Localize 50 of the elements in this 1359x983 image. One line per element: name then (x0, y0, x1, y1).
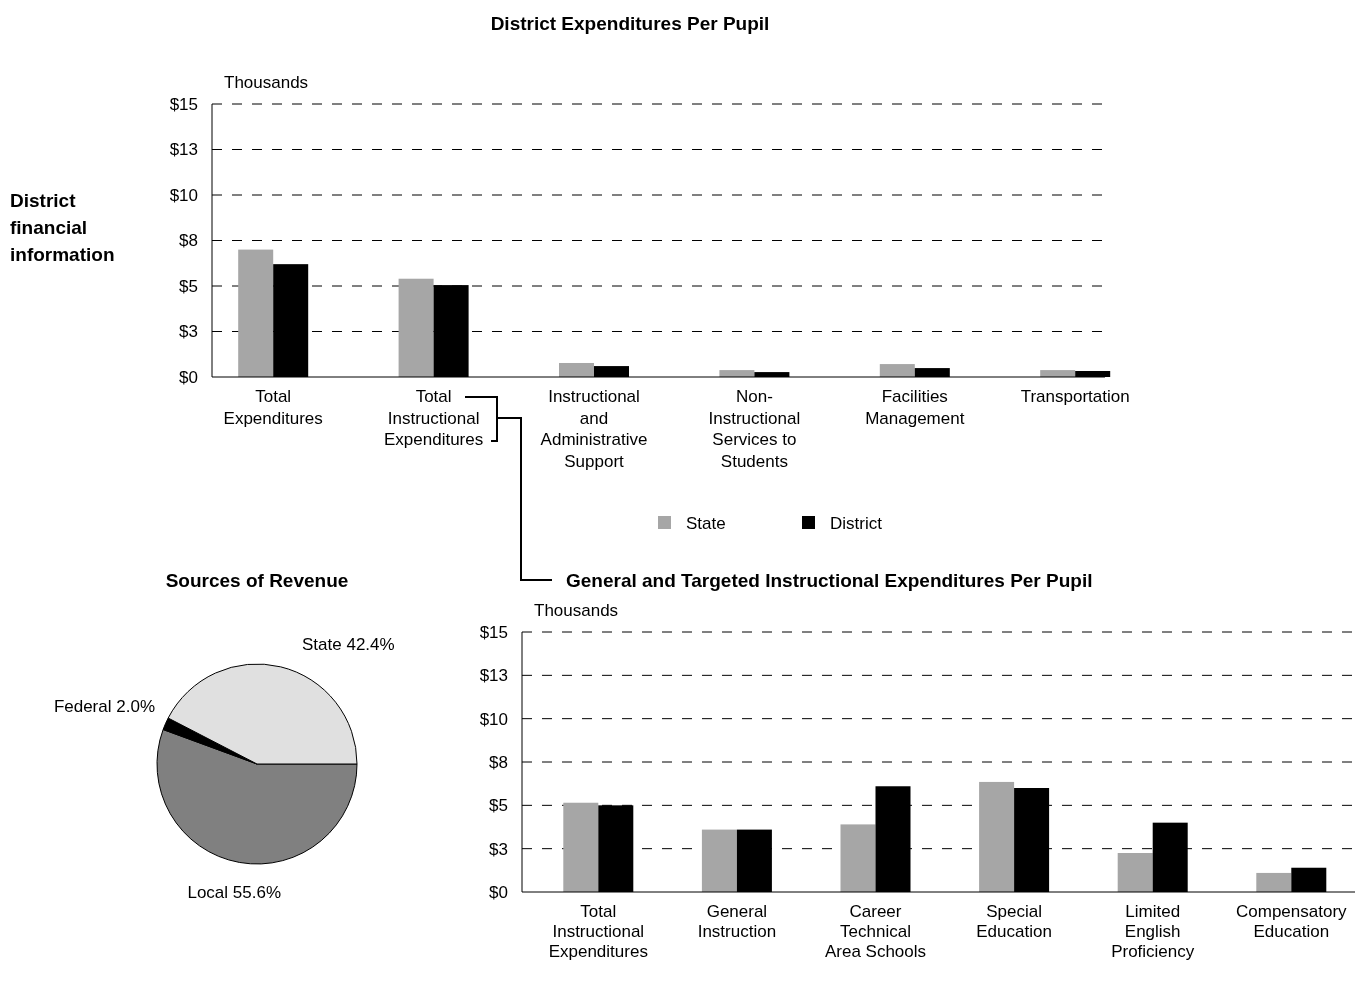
y-tick-label: $3 (489, 839, 508, 859)
slice-label: Local (187, 882, 229, 902)
y-tick-label: $0 (179, 367, 198, 387)
y-tick-label: $0 (489, 882, 508, 902)
bar (238, 249, 274, 377)
y-tick-label: $15 (169, 94, 198, 114)
data-label: 55.6% (232, 882, 282, 902)
data-label: 2.0% (116, 696, 155, 716)
x-tick-label: Limited English Proficiency (1111, 902, 1195, 961)
chart-title: Sources of Revenue (165, 570, 349, 591)
bar (979, 781, 1015, 892)
slice-label: Federal (53, 696, 112, 716)
y-tick-label: $10 (479, 709, 508, 729)
slice-label: State (302, 634, 342, 654)
data-label: 42.4% (346, 634, 395, 654)
y-tick-label: $10 (169, 185, 198, 205)
y-tick-label: $3 (179, 322, 198, 342)
x-tick-label: Instructional and Administrative Support (540, 387, 648, 471)
x-tick-label: Special Education (976, 902, 1052, 941)
legend-label: State (686, 513, 726, 533)
y-tick-label: $13 (479, 666, 508, 686)
x-tick-label: Compensatory Education (1236, 902, 1348, 941)
y-tick-label: $8 (179, 231, 198, 251)
text: District financial information (10, 190, 115, 265)
bar (1256, 872, 1292, 892)
bar (563, 802, 599, 892)
x-tick-label: Total Instructional Expenditures (383, 387, 484, 449)
bar (840, 824, 876, 892)
y-axis-title: Thousands (224, 73, 309, 92)
legend-label: District (830, 513, 883, 533)
y-tick-label: $5 (489, 796, 508, 816)
x-tick-label: Non-Instructional Services to Students (708, 387, 801, 471)
y-tick-label: $13 (169, 140, 198, 160)
bar (701, 829, 737, 892)
chart-title: General and Targeted Instructional Expenditures Per Pupil (566, 570, 1093, 591)
y-tick-label: $5 (179, 276, 198, 296)
bar (559, 362, 594, 377)
x-tick-label: Total Instructional Expenditures (548, 902, 648, 961)
y-axis-title: Thousands (534, 601, 619, 620)
chart-title: District Expenditures Per Pupil (490, 13, 770, 34)
y-tick-label: $8 (489, 752, 508, 772)
bar (879, 364, 915, 377)
bar (398, 278, 434, 377)
bar (1117, 853, 1153, 892)
y-tick-label: $15 (479, 622, 508, 642)
x-tick-label: Transportation (1020, 387, 1130, 406)
x-tick-label: Facilities Management (865, 387, 965, 428)
x-tick-label: Career Technical Area Schools (824, 902, 927, 961)
x-tick-label: Total Expenditures (223, 387, 323, 428)
x-tick-label: General Instruction (697, 902, 777, 941)
